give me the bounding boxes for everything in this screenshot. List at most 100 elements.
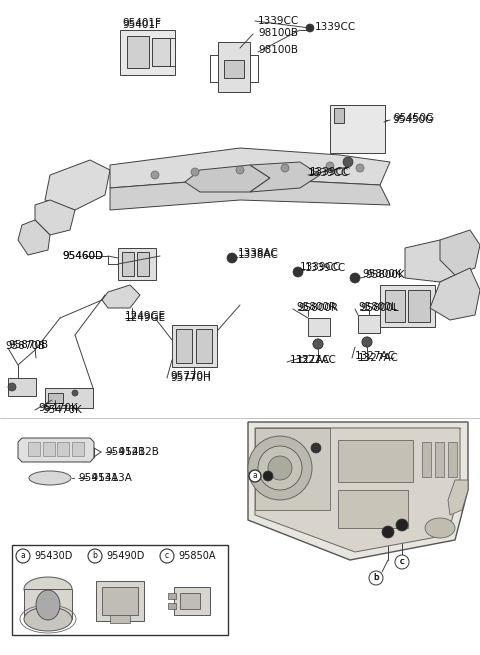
Text: 1327AC: 1327AC: [296, 355, 337, 365]
Bar: [358, 315, 380, 333]
Text: 1339CC: 1339CC: [315, 22, 356, 32]
Polygon shape: [405, 240, 460, 282]
Bar: [196, 329, 212, 363]
Circle shape: [248, 436, 312, 500]
Polygon shape: [110, 148, 390, 188]
Bar: [127, 36, 149, 68]
Text: 98100B: 98100B: [258, 28, 298, 38]
Bar: [422, 442, 431, 477]
Text: 95870B: 95870B: [5, 341, 45, 351]
Circle shape: [362, 337, 372, 347]
Text: — 95412B: — 95412B: [105, 447, 159, 457]
Text: 1338AC: 1338AC: [238, 250, 279, 260]
Text: 1339CC: 1339CC: [300, 262, 341, 272]
Polygon shape: [18, 220, 50, 255]
Polygon shape: [102, 285, 140, 308]
Bar: [152, 38, 170, 66]
Polygon shape: [45, 160, 110, 210]
Polygon shape: [250, 162, 320, 192]
Bar: [122, 252, 134, 276]
Circle shape: [313, 339, 323, 349]
Polygon shape: [35, 200, 75, 235]
Text: 98100B: 98100B: [258, 45, 298, 55]
Bar: [334, 108, 344, 123]
Polygon shape: [448, 480, 468, 515]
Circle shape: [16, 549, 30, 563]
Polygon shape: [18, 438, 94, 462]
Text: 95470K: 95470K: [42, 405, 82, 415]
Ellipse shape: [36, 590, 60, 620]
Circle shape: [88, 549, 102, 563]
Circle shape: [395, 555, 409, 569]
Text: 1327AC: 1327AC: [355, 351, 396, 361]
Circle shape: [311, 443, 321, 453]
Circle shape: [306, 24, 314, 32]
Circle shape: [263, 471, 273, 481]
Text: b: b: [93, 552, 97, 561]
Bar: [172, 325, 217, 367]
Circle shape: [236, 166, 244, 174]
Polygon shape: [110, 178, 390, 210]
Text: 95401F: 95401F: [122, 20, 161, 30]
Bar: [8, 378, 36, 396]
Text: 1327AC: 1327AC: [358, 353, 399, 363]
Bar: [24, 589, 72, 619]
Text: 1339CC: 1339CC: [308, 168, 349, 178]
Text: 1327AC: 1327AC: [290, 355, 331, 365]
Text: 95490D: 95490D: [106, 551, 144, 561]
Polygon shape: [248, 422, 468, 560]
Text: c: c: [400, 557, 404, 567]
Circle shape: [191, 168, 199, 176]
Text: b: b: [373, 574, 378, 582]
Circle shape: [396, 519, 408, 531]
Text: 95800L: 95800L: [358, 302, 396, 312]
Bar: [137, 252, 149, 276]
Text: a: a: [252, 472, 257, 481]
Circle shape: [350, 273, 360, 283]
Text: 95430D: 95430D: [34, 551, 72, 561]
Text: 1249GE: 1249GE: [125, 311, 166, 321]
Bar: [168, 593, 176, 599]
Circle shape: [8, 383, 16, 391]
Bar: [338, 440, 413, 482]
Bar: [43, 442, 55, 456]
Text: 1249GE: 1249GE: [125, 313, 166, 323]
Text: 95870B: 95870B: [8, 340, 48, 350]
Bar: [308, 318, 330, 336]
Bar: [435, 442, 444, 477]
Circle shape: [160, 549, 174, 563]
Circle shape: [362, 337, 372, 347]
Circle shape: [258, 446, 302, 490]
Text: 95460D: 95460D: [62, 251, 103, 261]
Text: 95800K: 95800K: [365, 270, 405, 280]
Bar: [12, 545, 228, 635]
Text: 95470K: 95470K: [38, 403, 78, 413]
Text: 1338AC: 1338AC: [238, 248, 279, 258]
Bar: [224, 60, 244, 78]
Circle shape: [227, 253, 237, 263]
Bar: [448, 442, 457, 477]
Circle shape: [382, 526, 394, 538]
Text: 95770H: 95770H: [170, 373, 211, 383]
Bar: [96, 581, 144, 621]
Polygon shape: [255, 428, 330, 510]
Bar: [102, 587, 138, 615]
Circle shape: [313, 339, 323, 349]
Bar: [118, 248, 156, 280]
Circle shape: [369, 571, 383, 585]
Ellipse shape: [24, 577, 72, 601]
Polygon shape: [430, 268, 480, 320]
Text: 95413A: 95413A: [78, 473, 118, 483]
Circle shape: [293, 267, 303, 277]
Text: 95800R: 95800R: [296, 302, 336, 312]
Bar: [168, 603, 176, 609]
Text: 95770H: 95770H: [170, 371, 211, 381]
Text: 95401F: 95401F: [122, 18, 161, 28]
Circle shape: [72, 390, 78, 396]
Text: 95450G: 95450G: [392, 115, 433, 125]
Circle shape: [281, 164, 289, 172]
Bar: [57, 442, 69, 456]
Polygon shape: [185, 165, 270, 192]
Bar: [48, 393, 63, 403]
Bar: [174, 587, 210, 615]
